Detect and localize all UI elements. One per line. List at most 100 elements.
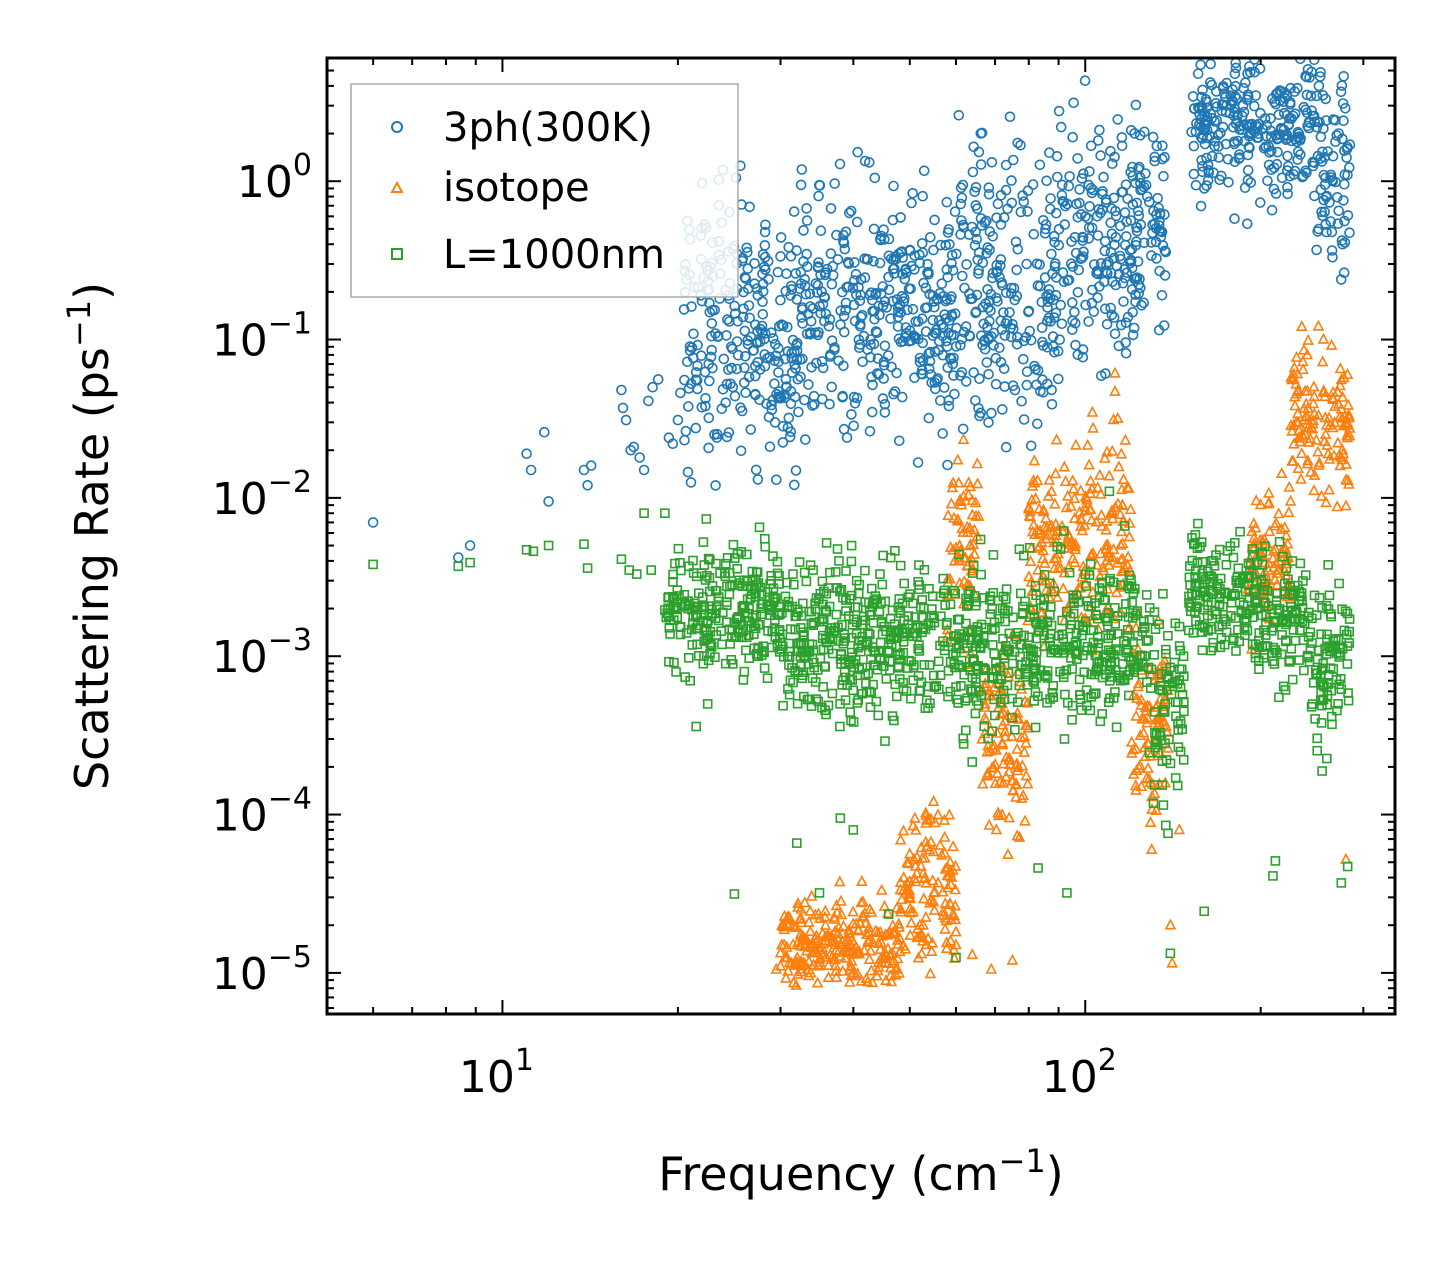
data-point-square bbox=[817, 633, 828, 644]
data-point-triangle bbox=[1036, 605, 1049, 617]
data-point-triangle bbox=[939, 922, 951, 934]
data-point-circle bbox=[924, 346, 936, 358]
data-point-circle bbox=[890, 251, 901, 262]
data-point-triangle bbox=[1018, 745, 1031, 757]
data-point-square bbox=[1132, 606, 1143, 616]
data-point-circle bbox=[918, 277, 929, 289]
data-point-circle bbox=[974, 373, 985, 385]
data-point-circle bbox=[1230, 62, 1242, 74]
data-point-square bbox=[1342, 659, 1353, 669]
data-point-circle bbox=[1091, 211, 1103, 222]
data-point-circle bbox=[1025, 334, 1037, 346]
data-point-square bbox=[825, 567, 835, 578]
data-point-circle bbox=[1017, 353, 1029, 365]
data-point-square bbox=[1274, 536, 1285, 547]
data-point-triangle bbox=[1122, 481, 1135, 493]
data-point-square bbox=[810, 677, 821, 687]
data-point-circle bbox=[1131, 236, 1142, 247]
data-point-square bbox=[1209, 561, 1220, 571]
data-point-triangle bbox=[948, 511, 960, 523]
data-point-triangle bbox=[1135, 698, 1147, 710]
data-point-square bbox=[731, 614, 742, 625]
data-point-square bbox=[1073, 596, 1084, 607]
data-point-square bbox=[1323, 560, 1333, 570]
data-point-circle bbox=[1055, 299, 1066, 311]
data-point-square bbox=[762, 673, 773, 684]
data-point-circle bbox=[1298, 101, 1310, 113]
data-point-circle bbox=[888, 180, 899, 192]
data-point-circle bbox=[849, 257, 860, 268]
data-point-circle bbox=[1312, 150, 1324, 162]
data-point-circle bbox=[1243, 141, 1255, 153]
data-point-triangle bbox=[921, 813, 933, 825]
data-point-circle bbox=[737, 311, 749, 323]
data-point-triangle bbox=[855, 896, 868, 908]
data-point-square bbox=[739, 607, 750, 618]
data-point-triangle bbox=[824, 948, 837, 960]
data-point-square bbox=[841, 595, 851, 605]
data-point-circle bbox=[1316, 206, 1327, 218]
data-point-square bbox=[1203, 625, 1213, 636]
data-point-circle bbox=[1259, 113, 1271, 124]
data-point-triangle bbox=[1336, 453, 1348, 465]
data-point-circle bbox=[1239, 182, 1251, 193]
data-point-circle bbox=[1049, 261, 1061, 272]
data-point-circle bbox=[1134, 172, 1146, 183]
data-point-circle bbox=[929, 214, 940, 226]
data-point-circle bbox=[1197, 166, 1208, 178]
data-point-square bbox=[1305, 644, 1316, 654]
data-point-circle bbox=[1006, 175, 1017, 186]
data-point-circle bbox=[1160, 246, 1172, 258]
data-point-circle bbox=[838, 236, 849, 247]
data-point-circle bbox=[1108, 312, 1120, 323]
data-point-triangle bbox=[1116, 483, 1128, 495]
data-point-circle bbox=[1318, 123, 1329, 134]
data-point-triangle bbox=[1048, 561, 1061, 574]
data-point-square bbox=[999, 653, 1010, 664]
data-point-circle bbox=[1047, 331, 1059, 342]
data-point-square bbox=[839, 629, 850, 640]
data-point-circle bbox=[1303, 122, 1315, 134]
data-point-circle bbox=[902, 304, 913, 316]
data-point-square bbox=[796, 661, 806, 671]
data-point-square bbox=[847, 619, 858, 630]
data-point-triangle bbox=[1287, 418, 1300, 430]
data-point-square bbox=[924, 660, 935, 670]
data-point-circle bbox=[987, 272, 998, 284]
data-point-circle bbox=[769, 378, 780, 390]
data-point-circle bbox=[1115, 220, 1126, 232]
data-point-circle bbox=[874, 257, 886, 269]
data-point-square bbox=[1205, 577, 1215, 587]
data-point-square bbox=[1179, 706, 1189, 717]
data-point-circle bbox=[831, 229, 842, 241]
data-point-triangle bbox=[1287, 371, 1300, 384]
data-point-triangle bbox=[880, 949, 893, 961]
data-point-circle bbox=[930, 324, 942, 336]
data-point-circle bbox=[775, 251, 786, 262]
data-point-circle bbox=[1196, 105, 1208, 116]
data-point-square bbox=[1243, 571, 1254, 582]
data-point-circle bbox=[838, 360, 849, 372]
data-point-circle bbox=[700, 400, 711, 412]
data-point-square bbox=[926, 610, 937, 621]
data-point-triangle bbox=[1049, 497, 1061, 509]
data-point-circle bbox=[957, 423, 969, 435]
data-point-square bbox=[769, 624, 780, 634]
data-point-triangle bbox=[1290, 350, 1303, 362]
data-point-circle bbox=[957, 219, 969, 231]
data-point-square bbox=[1254, 628, 1265, 638]
data-point-triangle bbox=[958, 575, 971, 587]
data-point-triangle bbox=[1003, 811, 1016, 823]
data-point-square bbox=[1251, 577, 1262, 587]
data-point-circle bbox=[1118, 296, 1129, 307]
data-point-triangle bbox=[781, 912, 794, 924]
data-point-square bbox=[848, 825, 859, 835]
data-point-triangle bbox=[778, 938, 790, 950]
data-point-circle bbox=[735, 445, 747, 457]
data-point-square bbox=[1097, 585, 1108, 596]
data-point-circle bbox=[1344, 227, 1355, 238]
data-point-square bbox=[1062, 888, 1072, 898]
data-point-circle bbox=[918, 165, 930, 177]
data-point-circle bbox=[848, 420, 860, 432]
data-point-circle bbox=[814, 180, 826, 191]
